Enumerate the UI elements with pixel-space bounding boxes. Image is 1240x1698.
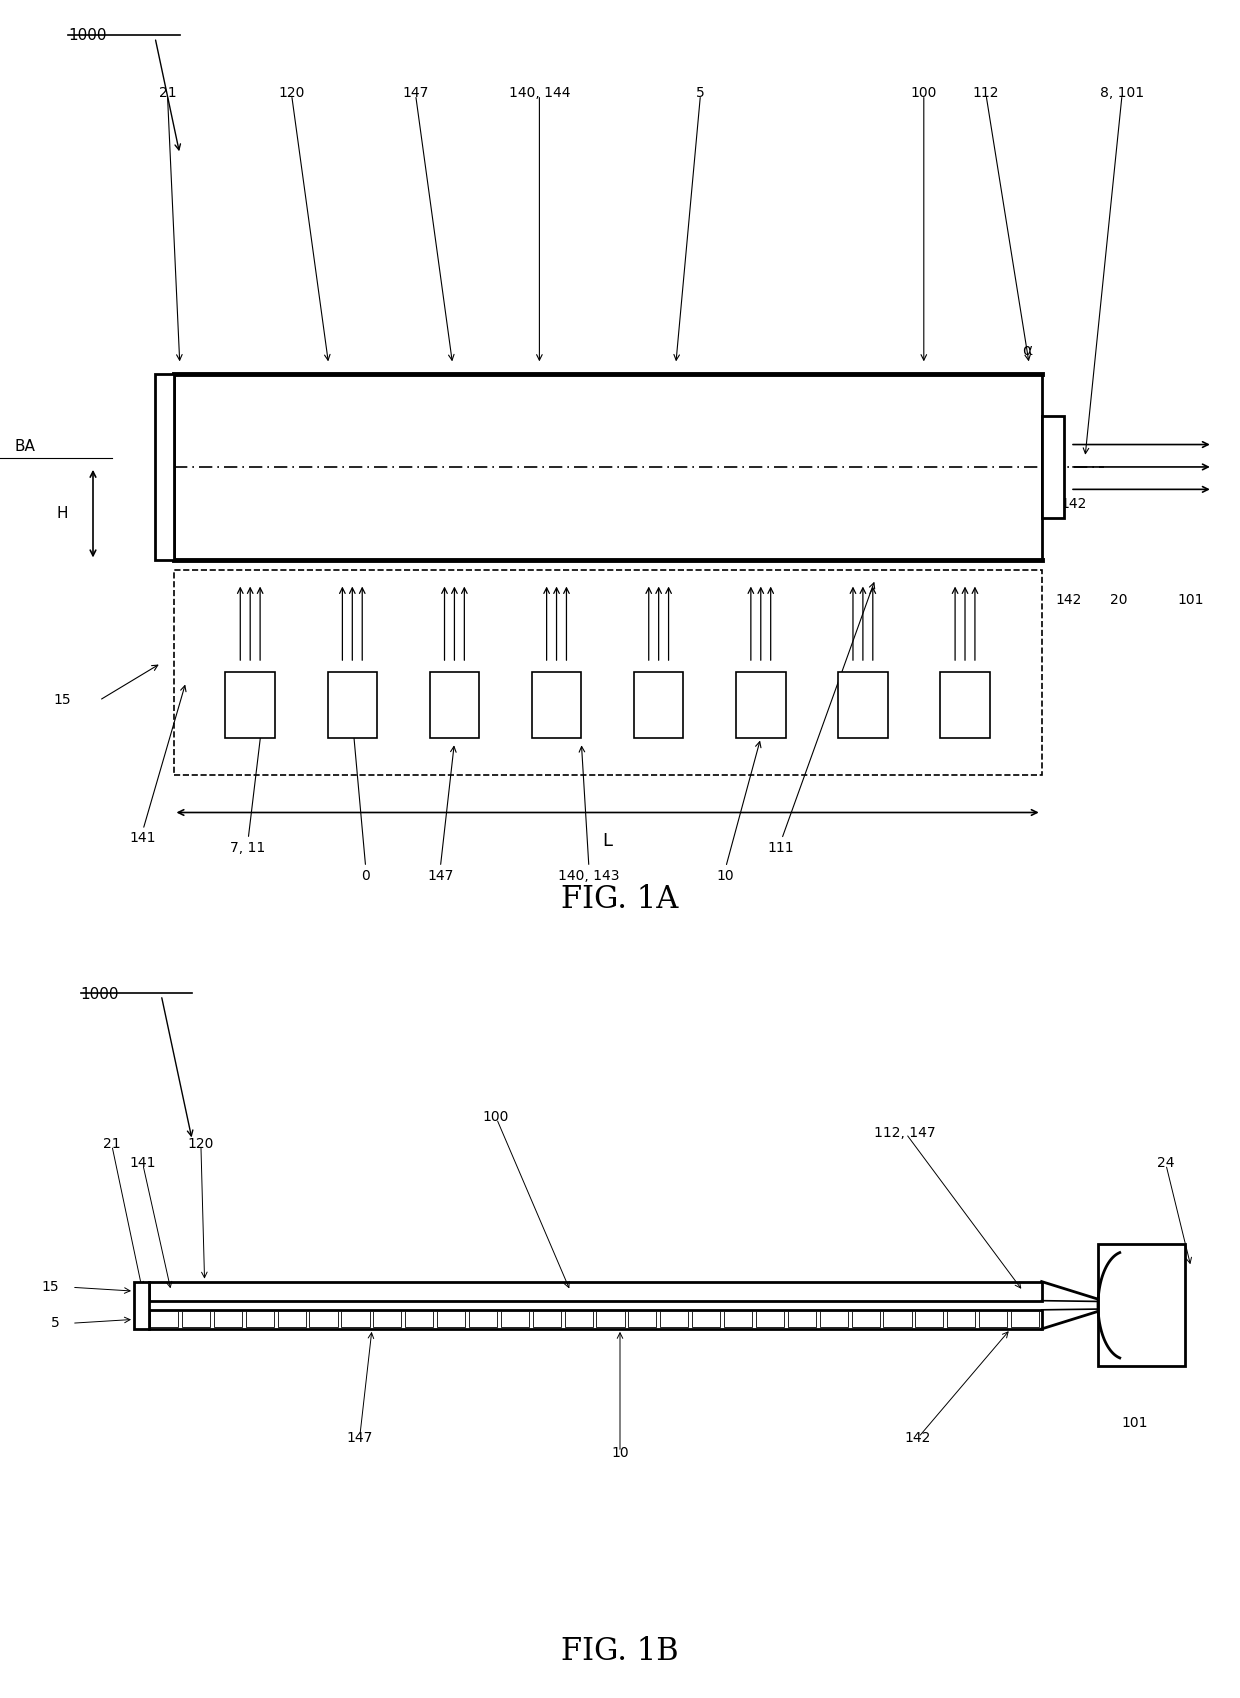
- Bar: [174, 571, 1042, 774]
- Text: 5: 5: [51, 1316, 60, 1330]
- Bar: [820, 1311, 848, 1328]
- Bar: [469, 1311, 497, 1328]
- Bar: [1011, 1311, 1039, 1328]
- Text: 100: 100: [910, 87, 937, 100]
- Bar: [405, 1311, 433, 1328]
- Bar: [1042, 416, 1064, 518]
- Text: 142: 142: [904, 1431, 931, 1445]
- Text: 147: 147: [427, 869, 454, 883]
- Bar: [436, 1311, 465, 1328]
- Bar: [756, 1311, 784, 1328]
- Text: FIG. 1B: FIG. 1B: [562, 1637, 678, 1667]
- Bar: [737, 672, 786, 737]
- Bar: [852, 1311, 879, 1328]
- Text: 140, 144: 140, 144: [508, 87, 570, 100]
- Bar: [213, 1311, 242, 1328]
- Bar: [373, 1311, 402, 1328]
- Text: 142: 142: [1055, 593, 1083, 606]
- Text: 0: 0: [361, 869, 371, 883]
- Text: α: α: [1022, 343, 1032, 358]
- Text: 141: 141: [129, 832, 156, 846]
- Bar: [155, 374, 174, 560]
- Text: 147: 147: [402, 87, 429, 100]
- Text: 21: 21: [103, 1138, 120, 1151]
- Text: 140, 143: 140, 143: [558, 869, 620, 883]
- Text: BA: BA: [15, 438, 35, 453]
- Bar: [838, 672, 888, 737]
- Bar: [182, 1311, 210, 1328]
- Text: L: L: [603, 832, 613, 849]
- Text: 101: 101: [1177, 593, 1204, 606]
- Text: FIG. 1A: FIG. 1A: [562, 885, 678, 915]
- Bar: [940, 672, 990, 737]
- Text: H: H: [56, 506, 68, 521]
- Text: 100: 100: [482, 1110, 510, 1124]
- Text: 24: 24: [1157, 1156, 1174, 1170]
- Bar: [226, 672, 275, 737]
- Text: 10: 10: [611, 1447, 629, 1460]
- Bar: [1099, 1245, 1185, 1367]
- Bar: [915, 1311, 944, 1328]
- Bar: [596, 1311, 625, 1328]
- Bar: [246, 1311, 274, 1328]
- Text: 15: 15: [53, 693, 71, 708]
- Text: 112: 112: [972, 87, 999, 100]
- Bar: [564, 1311, 593, 1328]
- Bar: [149, 1309, 1042, 1330]
- Bar: [980, 1311, 1007, 1328]
- Text: 20: 20: [1110, 593, 1127, 606]
- Bar: [341, 1311, 370, 1328]
- Bar: [883, 1311, 911, 1328]
- Text: 111: 111: [768, 841, 795, 854]
- Bar: [174, 374, 1042, 560]
- Text: 141: 141: [129, 1156, 156, 1170]
- Bar: [947, 1311, 976, 1328]
- Text: 1000: 1000: [68, 29, 107, 42]
- Bar: [149, 1282, 1042, 1301]
- Text: 112, 147: 112, 147: [874, 1126, 936, 1139]
- Bar: [629, 1311, 656, 1328]
- Bar: [724, 1311, 753, 1328]
- Bar: [787, 1311, 816, 1328]
- Text: 120: 120: [278, 87, 305, 100]
- Text: 5: 5: [696, 87, 706, 100]
- Bar: [429, 672, 479, 737]
- Bar: [310, 1311, 337, 1328]
- Text: 120: 120: [187, 1138, 215, 1151]
- Bar: [692, 1311, 720, 1328]
- Text: 1000: 1000: [81, 988, 119, 1002]
- Bar: [533, 1311, 560, 1328]
- Text: 10: 10: [717, 869, 734, 883]
- Bar: [327, 672, 377, 737]
- Bar: [660, 1311, 688, 1328]
- Bar: [634, 672, 683, 737]
- Text: 101: 101: [1121, 1416, 1148, 1430]
- Text: 147: 147: [346, 1431, 373, 1445]
- Bar: [150, 1311, 179, 1328]
- Text: 21: 21: [159, 87, 176, 100]
- Text: 7, 11: 7, 11: [231, 841, 265, 854]
- Bar: [532, 672, 582, 737]
- Bar: [134, 1282, 149, 1330]
- Text: 8, 101: 8, 101: [1100, 87, 1145, 100]
- Bar: [278, 1311, 306, 1328]
- Text: 142: 142: [1060, 498, 1086, 511]
- Text: 15: 15: [42, 1280, 60, 1294]
- Bar: [501, 1311, 529, 1328]
